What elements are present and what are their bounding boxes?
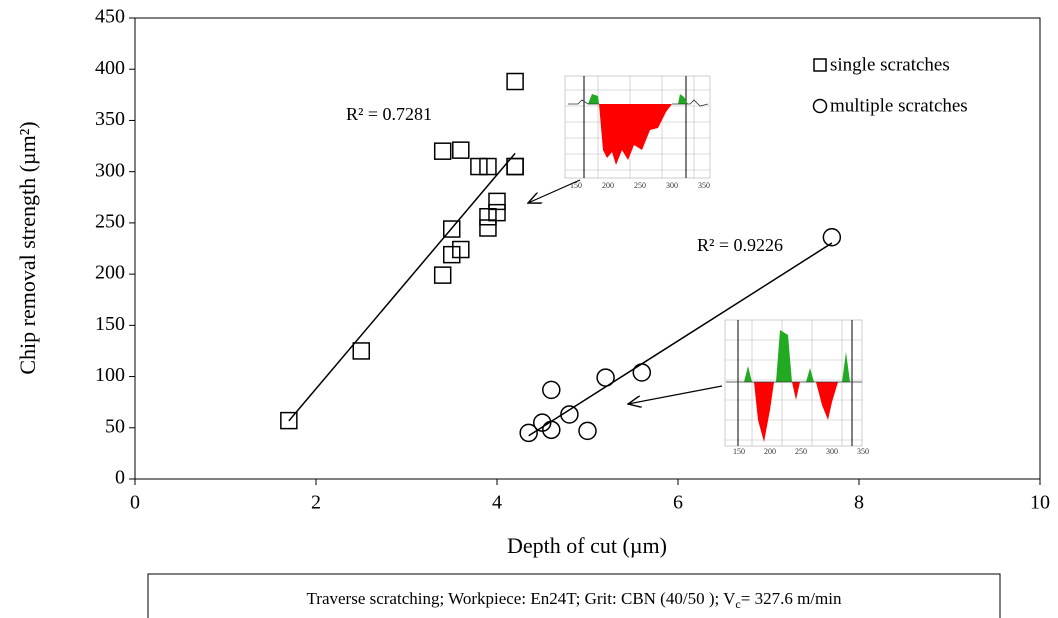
x-tick-label: 4 [492, 492, 502, 514]
inset-profile [724, 319, 863, 447]
data-point [506, 157, 524, 176]
data-point [596, 368, 615, 387]
data-point [443, 245, 461, 264]
note-tail: = 327.6 m/min [741, 589, 842, 608]
inset-tick-label: 300 [666, 181, 678, 190]
inset-tick-label: 150 [733, 447, 745, 456]
x-tick-label: 6 [673, 492, 683, 514]
y-tick-label: 450 [95, 6, 125, 28]
trend-line [288, 152, 516, 422]
data-point [470, 157, 488, 176]
y-tick-label: 150 [95, 313, 125, 335]
arrow [528, 179, 581, 203]
legend-label: multiple scratches [830, 95, 968, 116]
data-point [542, 380, 561, 400]
data-point [352, 342, 370, 360]
data-point [632, 363, 652, 382]
note-subscript: c [735, 597, 740, 611]
data-point [452, 141, 470, 159]
fit-label: R² = 0.9226 [697, 235, 783, 255]
data-point [488, 192, 506, 211]
data-point [822, 227, 842, 247]
data-point [578, 421, 597, 441]
data-point [443, 220, 461, 238]
data-point [519, 423, 538, 443]
inset-tick-label: 250 [634, 181, 646, 190]
legend-label: single scratches [830, 54, 950, 75]
y-tick-label: 0 [115, 467, 125, 489]
data-point [488, 203, 506, 222]
legend-marker [813, 58, 827, 72]
y-tick-label: 200 [95, 262, 125, 284]
inset-tick-label: 200 [602, 181, 614, 190]
inset-profile [564, 75, 711, 179]
x-tick-label: 10 [1030, 492, 1050, 514]
fit-label: R² = 0.7281 [346, 104, 432, 124]
y-tick-label: 100 [95, 364, 125, 386]
y-tick-label: 350 [95, 108, 125, 130]
y-tick-label: 400 [95, 57, 125, 79]
x-tick-label: 2 [311, 492, 321, 514]
data-point [479, 219, 497, 237]
data-point [542, 420, 561, 440]
x-tick-label: 0 [130, 492, 140, 514]
data-point [479, 207, 497, 226]
arrow [628, 385, 723, 404]
inset-tick-label: 150 [570, 181, 582, 190]
data-point [452, 240, 470, 259]
plot-frame [134, 17, 1041, 480]
data-point [433, 266, 452, 284]
y-tick-label: 300 [95, 159, 125, 181]
inset-tick-label: 350 [857, 447, 869, 456]
x-tick-label: 8 [854, 492, 864, 514]
note: Traverse scratching; Workpiece: En24T; G… [307, 589, 842, 611]
y-tick-label: 250 [95, 210, 125, 232]
inset-tick-label: 300 [826, 447, 838, 456]
y-axis-label: Chip removal strength (µm²) [15, 121, 40, 374]
y-tick-label: 50 [105, 415, 125, 437]
data-point [433, 142, 452, 160]
note-box [147, 573, 1001, 618]
trend-line [528, 242, 833, 437]
data-point [479, 157, 497, 176]
data-point [280, 411, 298, 430]
data-point [506, 72, 524, 91]
x-axis-label: Depth of cut (µm) [507, 533, 667, 558]
inset-tick-label: 350 [698, 181, 710, 190]
data-point [560, 405, 579, 424]
inset-tick-label: 200 [764, 447, 776, 456]
note-text: Traverse scratching; Workpiece: En24T; G… [307, 589, 737, 608]
legend-marker [812, 98, 828, 114]
inset-tick-label: 250 [795, 447, 807, 456]
